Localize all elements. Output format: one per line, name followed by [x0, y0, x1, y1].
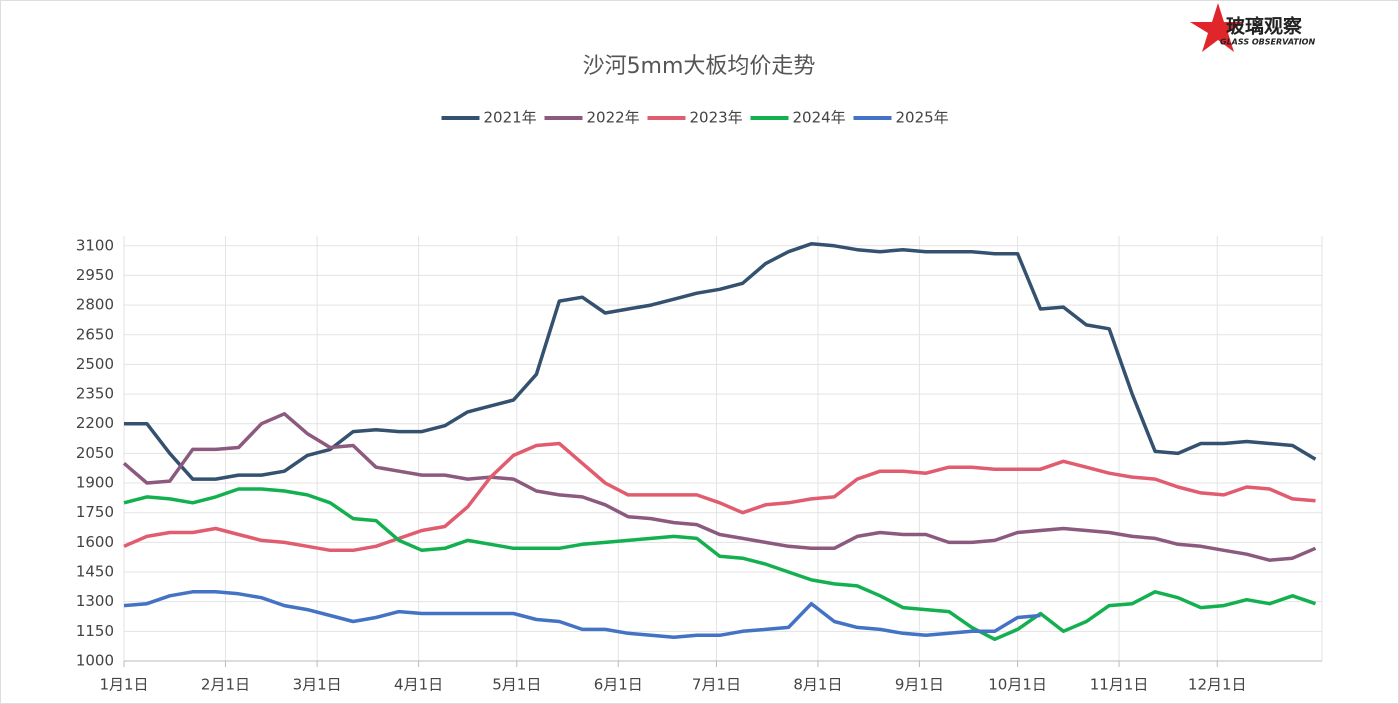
- y-tick-label: 2650: [76, 325, 114, 343]
- x-tick-label: 3月1日: [293, 676, 342, 694]
- series-line: [122, 412, 1317, 562]
- x-tick-label: 4月1日: [394, 676, 443, 694]
- legend: 2021年 2022年 2023年 2024年 2025年: [441, 109, 949, 127]
- y-tick-label: 3100: [76, 236, 114, 254]
- y-tick-label: 2800: [76, 296, 114, 314]
- y-tick-label: 2050: [76, 444, 114, 462]
- y-tick-label: 1450: [76, 563, 114, 581]
- legend-label: 2023年: [690, 109, 743, 127]
- x-tick-label: 11月1日: [1090, 676, 1149, 694]
- x-tick-label: 2月1日: [201, 676, 250, 694]
- x-tick-label: 1月1日: [99, 676, 148, 694]
- y-tick-label: 2500: [76, 355, 114, 373]
- series-line: [124, 242, 1317, 481]
- y-tick-label: 1900: [76, 474, 114, 492]
- x-tick-label: 12月1日: [1188, 676, 1247, 694]
- legend-label: 2021年: [484, 109, 537, 127]
- y-tick-label: 1600: [76, 533, 114, 551]
- y-tick-label: 2350: [76, 385, 114, 403]
- x-tick-label: 9月1日: [895, 676, 944, 694]
- x-tick-label: 10月1日: [988, 676, 1047, 694]
- y-tick-label: 1000: [76, 652, 114, 670]
- x-tick-label: 5月1日: [492, 676, 541, 694]
- x-tick-label: 6月1日: [594, 676, 643, 694]
- series-line: [123, 590, 1041, 640]
- y-tick-label: 2950: [76, 266, 114, 284]
- x-tick-label: 7月1日: [692, 676, 741, 694]
- x-tick-label: 8月1日: [793, 676, 842, 694]
- legend-label: 2024年: [793, 109, 846, 127]
- series-line: [123, 487, 1317, 642]
- y-tick-label: 1750: [76, 503, 114, 521]
- series-line: [123, 441, 1316, 553]
- logo-name: 玻璃观察: [1226, 15, 1303, 38]
- legend-label: 2025年: [896, 109, 949, 127]
- logo-subtitle: GLASS OBSERVATION: [1220, 38, 1315, 47]
- y-tick-label: 1300: [76, 592, 114, 610]
- y-tick-label: 2200: [76, 414, 114, 432]
- y-tick-label: 1150: [76, 622, 114, 640]
- chart-title: 沙河5mm大板均价走势: [583, 54, 816, 79]
- logo: 玻璃观察 GLASS OBSERVATION: [1190, 3, 1315, 52]
- legend-label: 2022年: [587, 109, 640, 127]
- logo-star: [1190, 3, 1244, 52]
